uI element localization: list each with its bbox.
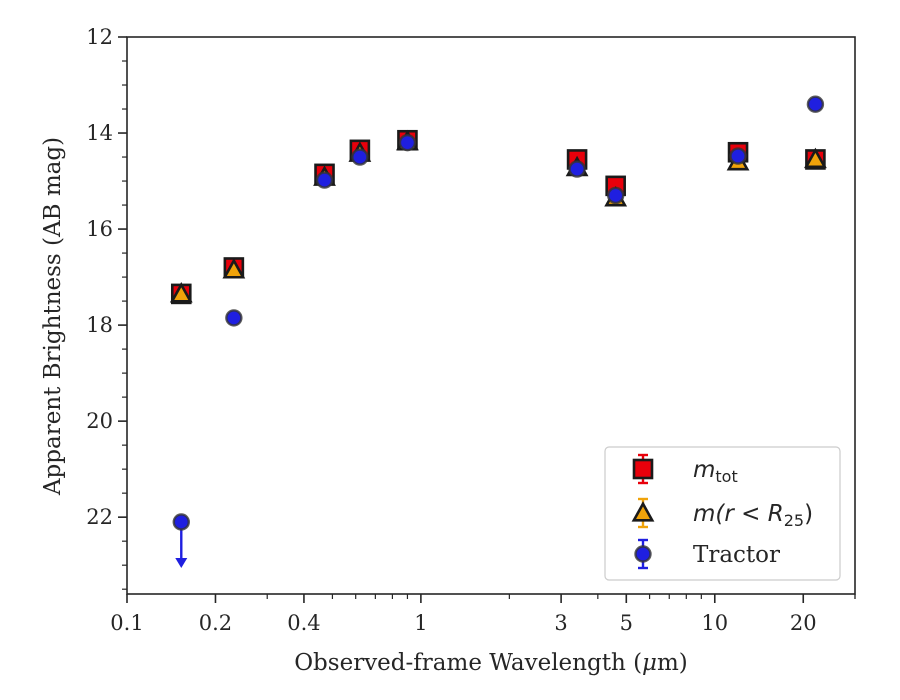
tractor-point xyxy=(729,147,747,165)
x-tick-label: 3 xyxy=(554,611,567,635)
y-tick-label: 22 xyxy=(86,505,113,529)
x-tick-label: 5 xyxy=(620,611,633,635)
y-tick-label: 14 xyxy=(86,121,113,145)
legend-mr25-marker xyxy=(631,501,655,522)
mr25-point xyxy=(222,258,246,279)
upper-limit-arrow-head xyxy=(175,557,188,568)
y-axis-label: Apparent Brightness (AB mag) xyxy=(40,137,66,496)
legend-label-mtot: mtot xyxy=(693,457,738,486)
legend: mtot m(r < R25) Tractor xyxy=(604,446,841,581)
x-tick-label: 0.2 xyxy=(199,611,232,635)
tractor-point xyxy=(351,148,369,166)
legend-tractor-marker xyxy=(634,545,652,563)
tractor-point xyxy=(315,171,334,189)
legend-mtot-marker xyxy=(632,458,654,480)
y-tick-label: 20 xyxy=(86,409,113,433)
x-tick-label: 0.4 xyxy=(287,611,320,635)
tractor-point xyxy=(225,309,243,327)
mr25-point xyxy=(804,147,827,169)
plot-marks xyxy=(169,95,827,568)
mr25-point xyxy=(169,282,193,303)
tractor-point xyxy=(606,186,625,205)
x-tick-label: 20 xyxy=(790,611,817,635)
y-tick-label: 18 xyxy=(86,313,113,337)
x-tick-label: 10 xyxy=(701,611,728,635)
tractor-point xyxy=(398,133,417,152)
x-axis-ticks: 0.1 0.2 0.4 1 3 5 10 20 xyxy=(110,594,856,635)
y-tick-label: 12 xyxy=(86,25,113,49)
y-tick-label: 16 xyxy=(86,217,113,241)
x-tick-label: 0.1 xyxy=(110,611,143,635)
tractor-point xyxy=(568,160,586,178)
x-axis-label: Observed-frame Wavelength (μm) xyxy=(294,650,688,676)
x-tick-label: 1 xyxy=(414,611,427,635)
tractor-point xyxy=(172,513,190,531)
legend-box xyxy=(604,446,841,581)
legend-label-mr25: m(r < R25) xyxy=(693,501,813,530)
legend-markers xyxy=(631,453,655,570)
tractor-point xyxy=(806,95,825,113)
y-axis-ticks: 12 14 16 18 20 22 xyxy=(86,25,127,590)
plot-frame xyxy=(126,36,856,595)
legend-label-tractor: Tractor xyxy=(693,542,780,568)
